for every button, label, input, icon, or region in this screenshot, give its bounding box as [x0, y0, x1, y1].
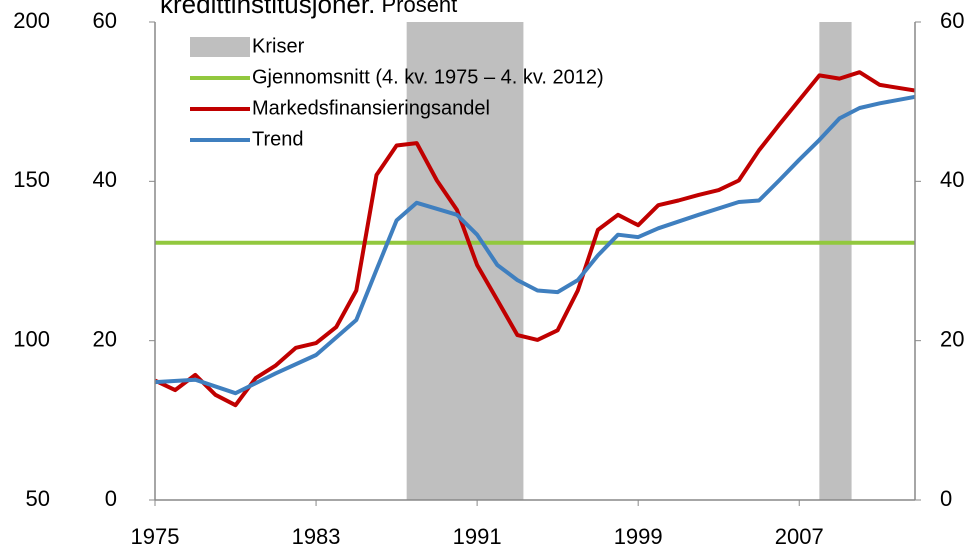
y3-tick-label: 100	[13, 326, 50, 351]
crisis-band	[406, 22, 524, 500]
x-tick-label: 1975	[131, 524, 180, 549]
y2-tick-label: 0	[940, 486, 952, 511]
legend-label: Markedsfinansieringsandel	[252, 97, 490, 119]
y3-tick-label: 200	[13, 8, 50, 33]
y-tick-label: 0	[105, 486, 117, 511]
title: kredittinstitusjoner.	[160, 0, 375, 19]
y-tick-label: 60	[93, 8, 117, 33]
subtitle: Prosent	[381, 0, 457, 17]
crisis-band	[819, 22, 852, 500]
chart-title: kredittinstitusjoner. Prosent	[160, 0, 457, 19]
line-series	[155, 70, 915, 408]
legend-swatch	[190, 37, 250, 57]
x-tick-label: 1991	[453, 524, 502, 549]
legend-label: Trend	[252, 128, 304, 150]
y-tick-label: 40	[93, 167, 117, 192]
axes: 1975 1983 1991 1999 2007 0 20 40 60 0 20 40 60 50 100 1…	[13, 8, 964, 549]
x-tick-label: 1983	[292, 524, 341, 549]
legend-label: Kriser	[252, 35, 305, 57]
y2-tick-label: 60	[940, 8, 964, 33]
y2-tick-label: 40	[940, 167, 964, 192]
y2-tick-label: 20	[940, 326, 964, 351]
y3-tick-label: 150	[13, 167, 50, 192]
y3-tick-label: 50	[26, 486, 50, 511]
y-tick-label: 20	[93, 326, 117, 351]
legend-label: Gjennomsnitt (4. kv. 1975 – 4. kv. 2012)	[252, 66, 604, 88]
x-tick-label: 1999	[614, 524, 663, 549]
plot	[155, 22, 915, 500]
x-tick-label: 2007	[775, 524, 824, 549]
line-series	[155, 94, 915, 396]
